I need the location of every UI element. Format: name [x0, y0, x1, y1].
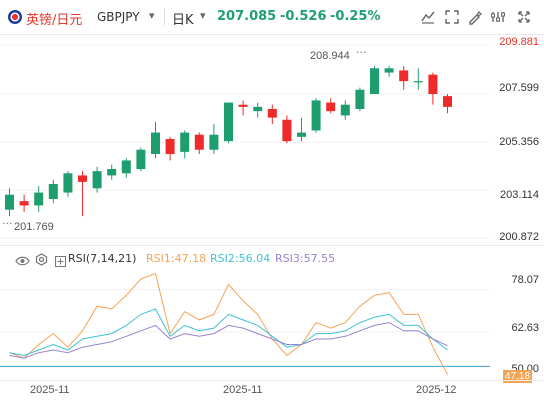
header-divider-line — [0, 34, 544, 35]
candlestick-chart[interactable] — [0, 34, 490, 244]
rsi-series-line-3 — [9, 322, 448, 359]
candle-body — [78, 175, 87, 182]
price-change-pct: -0.25% — [330, 9, 381, 24]
brush-icon[interactable] — [467, 9, 483, 25]
high-price-annotation: 208.944 — [310, 50, 350, 62]
settings-icon[interactable] — [490, 9, 506, 25]
last-price: 207.085 — [217, 9, 277, 24]
candle-body — [5, 194, 14, 210]
draw-line-icon[interactable] — [420, 9, 436, 25]
symbol-dropdown-chevron-icon[interactable]: ▾ — [149, 9, 155, 22]
candle-body — [151, 132, 160, 154]
rsi-series-line-2 — [9, 308, 448, 356]
eye-icon[interactable] — [15, 252, 30, 271]
x-axis-label: 2025-12 — [416, 384, 457, 396]
rsi-current-value-box: 47.18 — [503, 370, 533, 383]
rsi-chart[interactable] — [0, 268, 490, 380]
candle-body — [355, 89, 365, 109]
price-axis-label: 207.599 — [499, 82, 539, 94]
x-axis-label: 2025-11 — [30, 384, 70, 396]
price-axis-label: 203.114 — [500, 189, 539, 201]
low-marker-dots: ··· — [2, 217, 13, 230]
period-selector[interactable]: 日K — [172, 13, 194, 28]
candle-body — [370, 68, 379, 94]
candle-body — [136, 149, 146, 169]
candle-body — [238, 104, 248, 107]
candle-body — [19, 201, 29, 206]
pair-name[interactable]: 英镑/日元 — [26, 13, 83, 28]
candle-body — [443, 96, 452, 107]
candle-body — [311, 100, 321, 131]
candle-body — [194, 134, 204, 150]
price-axis-label: 200.872 — [499, 231, 539, 243]
candle-body — [384, 68, 394, 73]
candle-body — [399, 70, 409, 82]
price-change: -0.526 — [280, 9, 327, 24]
price-axis-label: 205.356 — [499, 136, 539, 148]
high-marker-dots: ··· — [356, 46, 367, 59]
rsi1-value: RSI1:47.18 — [146, 252, 207, 265]
candle-body — [92, 171, 102, 189]
low-price-annotation: 201.769 — [14, 221, 54, 233]
candle-body — [297, 132, 306, 137]
candle-body — [34, 192, 44, 206]
x-axis-label: 2025-11 — [223, 384, 263, 396]
candle-body — [340, 104, 350, 116]
candle-body — [48, 184, 58, 199]
rsi2-value: RSI2:56.04 — [210, 252, 271, 265]
fullscreen-icon[interactable] — [444, 9, 460, 25]
rsi-params: RSI(7,14,21) — [68, 252, 137, 265]
candle-body — [63, 173, 73, 193]
rsi3-value: RSI3:57.55 — [275, 252, 336, 265]
candle-body — [224, 102, 233, 142]
rsi-series-line-1 — [9, 272, 448, 375]
header-divider — [164, 8, 165, 25]
period-dropdown-chevron-icon[interactable]: ▾ — [200, 9, 206, 22]
candle-body — [165, 139, 175, 154]
candle-body — [413, 81, 423, 83]
candle-body — [282, 119, 292, 142]
rsi-axis-label: 62.63 — [511, 322, 539, 334]
settings-icon[interactable] — [35, 251, 48, 270]
candle-body — [209, 134, 219, 150]
xaxis-divider — [0, 380, 544, 381]
rsi-axis-label: 78.07 — [511, 274, 539, 286]
header-bar: 英镑/日元 GBPJPY ▾ 日K ▾ 207.085 -0.526 -0.25… — [0, 0, 544, 34]
candle-body — [267, 109, 277, 118]
panel-divider — [0, 245, 544, 246]
symbol-code: GBPJPY — [97, 10, 140, 24]
candle-body — [107, 169, 117, 176]
candle-body — [121, 160, 131, 174]
price-axis-label-top: 209.881 — [499, 36, 539, 48]
candle-body — [428, 74, 438, 94]
expand-icon[interactable] — [55, 252, 66, 271]
gbp-jpy-flag-icon — [8, 10, 22, 24]
candle-body — [326, 102, 336, 112]
compare-icon[interactable] — [516, 9, 532, 25]
candle-body — [253, 106, 263, 112]
candle-body — [180, 132, 190, 152]
